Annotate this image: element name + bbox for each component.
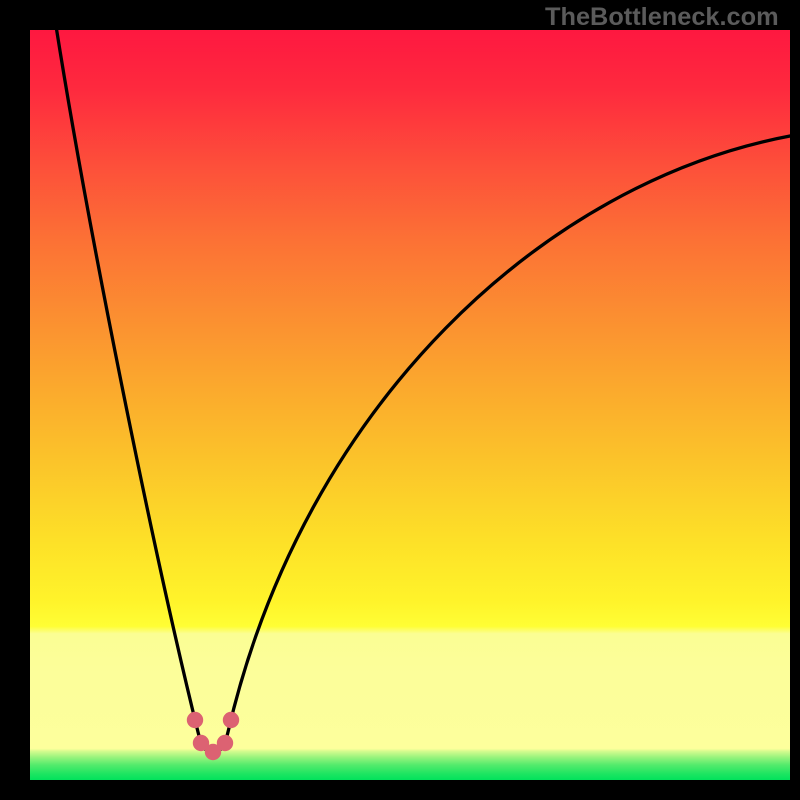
gradient-background [30,30,790,780]
frame-left [0,0,30,800]
frame-right [790,0,800,800]
curve-marker [223,712,239,728]
frame-bottom [0,780,800,800]
watermark-text: TheBottleneck.com [545,3,779,32]
curve-marker [187,712,203,728]
curve-marker [217,735,233,751]
